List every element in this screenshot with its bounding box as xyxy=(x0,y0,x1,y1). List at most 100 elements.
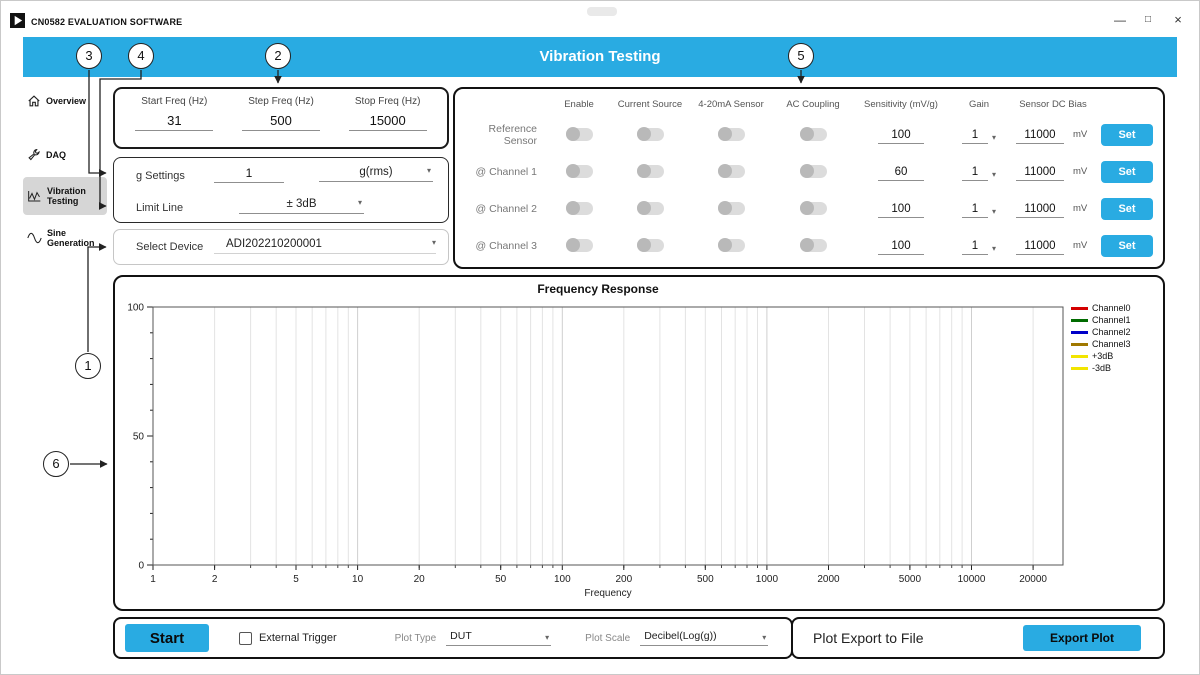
4-20ma-sensor-toggle[interactable] xyxy=(717,127,745,142)
step-freq-label: Step Freq (Hz) xyxy=(248,96,314,107)
select-device-panel: Select Device ADI202210200001 ▾ xyxy=(113,229,449,265)
plot-export-title: Plot Export to File xyxy=(813,630,924,646)
svg-text:10: 10 xyxy=(352,574,364,585)
set-button[interactable]: Set xyxy=(1101,197,1153,220)
legend-item: +3dB xyxy=(1071,351,1157,361)
adi-logo-icon xyxy=(10,13,25,28)
plot-scale-select[interactable]: Decibel(Log(g)) ▾ xyxy=(640,630,769,646)
select-device-label: Select Device xyxy=(136,241,204,253)
chevron-down-icon: ▾ xyxy=(991,244,996,253)
sidebar-item-vibration-testing[interactable]: Vibration Testing xyxy=(23,177,107,215)
col-header-4-20ma-sensor: 4-20mA Sensor xyxy=(698,98,764,110)
4-20ma-sensor-toggle[interactable] xyxy=(717,164,745,179)
set-button[interactable]: Set xyxy=(1101,160,1153,183)
sensitivity-input[interactable] xyxy=(878,240,924,255)
svg-text:1000: 1000 xyxy=(756,574,779,585)
close-button[interactable]: × xyxy=(1174,12,1182,27)
external-trigger-checkbox[interactable] xyxy=(239,631,252,645)
dc-bias-input[interactable] xyxy=(1016,129,1064,144)
ac-coupling-toggle[interactable] xyxy=(799,164,827,179)
start-button[interactable]: Start xyxy=(125,624,209,652)
limit-line-label: Limit Line xyxy=(136,202,184,214)
minimize-button[interactable]: — xyxy=(1114,13,1126,27)
gain-value: 1 xyxy=(961,203,988,218)
window-drag-notch xyxy=(587,7,617,16)
maximize-button[interactable]: □ xyxy=(1144,14,1152,25)
current-source-toggle[interactable] xyxy=(636,127,664,142)
start-freq-input[interactable] xyxy=(135,113,214,131)
enable-toggle[interactable] xyxy=(565,164,593,179)
set-button[interactable]: Set xyxy=(1101,123,1153,146)
sidebar-item-label: Sine Generation xyxy=(47,227,95,248)
limit-line-select[interactable]: ± 3dB ▾ xyxy=(239,198,364,214)
plot-type-label: Plot Type xyxy=(394,632,437,644)
plot-type-select[interactable]: DUT ▾ xyxy=(446,630,552,646)
sensitivity-input[interactable] xyxy=(878,129,924,144)
col-header-enable: Enable xyxy=(564,98,594,110)
current-source-toggle[interactable] xyxy=(636,201,664,216)
mv-unit-label: mV xyxy=(1073,129,1088,140)
sidebar-item-sine-generation[interactable]: Sine Generation xyxy=(23,221,107,255)
col-header-sensitivity: Sensitivity (mV/g) xyxy=(864,98,938,110)
chevron-down-icon: ▾ xyxy=(545,633,550,642)
channel-settings-panel: Enable Current Source 4-20mA Sensor AC C… xyxy=(453,87,1165,269)
external-trigger-label: External Trigger xyxy=(259,632,337,644)
g-unit-select[interactable]: g(rms) ▾ xyxy=(319,166,433,182)
gain-select[interactable]: 1 ▾ xyxy=(961,166,996,181)
stop-freq-field: Stop Freq (Hz) xyxy=(334,96,441,141)
frequency-response-plot: 1 2 5 10 20 50 100 200 500 1000 2000 5000 10000 20000… xyxy=(127,303,1064,599)
gain-value: 1 xyxy=(961,129,988,144)
ac-coupling-toggle[interactable] xyxy=(799,127,827,142)
device-select[interactable]: ADI202210200001 ▾ xyxy=(214,238,436,254)
ac-coupling-toggle[interactable] xyxy=(799,201,827,216)
sidebar-item-daq[interactable]: DAQ xyxy=(23,145,107,165)
chevron-down-icon: ▾ xyxy=(991,133,996,142)
title-bar: CN0582 EVALUATION SOFTWARE — □ × xyxy=(1,1,1199,37)
col-header-current-source: Current Source xyxy=(617,98,683,110)
step-freq-input[interactable] xyxy=(242,113,320,131)
svg-text:1: 1 xyxy=(150,574,156,585)
4-20ma-sensor-toggle[interactable] xyxy=(717,238,745,253)
g-settings-panel: g Settings g(rms) ▾ Limit Line ± 3dB ▾ xyxy=(113,157,449,223)
set-button[interactable]: Set xyxy=(1101,234,1153,257)
g-unit-value: g(rms) xyxy=(359,166,393,178)
enable-toggle[interactable] xyxy=(565,201,593,216)
chevron-down-icon: ▾ xyxy=(991,207,996,216)
gain-select[interactable]: 1 ▾ xyxy=(961,240,996,255)
current-source-toggle[interactable] xyxy=(636,238,664,253)
frequency-response-panel: Frequency Response 1 2 5 10 20 50 100 200 500 100… xyxy=(113,275,1165,611)
plot-type-value: DUT xyxy=(450,630,472,642)
current-source-toggle[interactable] xyxy=(636,164,664,179)
sensitivity-input[interactable] xyxy=(878,203,924,218)
dc-bias-input[interactable] xyxy=(1016,203,1064,218)
gain-select[interactable]: 1 ▾ xyxy=(961,203,996,218)
chart-legend: Channel0 Channel1 Channel2 Channel3 +3dB -3dB xyxy=(1071,303,1157,375)
run-controls-bar: Start External Trigger Plot Type DUT ▾ P… xyxy=(113,617,793,659)
dc-bias-input[interactable] xyxy=(1016,166,1064,181)
sidebar-item-label: Overview xyxy=(46,95,87,106)
mv-unit-label: mV xyxy=(1073,166,1088,177)
waveform-chart-icon xyxy=(27,189,42,203)
4-20ma-sensor-toggle[interactable] xyxy=(717,201,745,216)
svg-text:Frequency: Frequency xyxy=(584,588,631,599)
sensitivity-input[interactable] xyxy=(878,166,924,181)
chevron-down-icon: ▾ xyxy=(426,166,431,175)
enable-toggle[interactable] xyxy=(565,238,593,253)
dc-bias-input[interactable] xyxy=(1016,240,1064,255)
gain-select[interactable]: 1 ▾ xyxy=(961,129,996,144)
sidebar-item-overview[interactable]: Overview xyxy=(23,91,107,111)
legend-item: Channel0 xyxy=(1071,303,1157,313)
channel-row-label: Reference Sensor xyxy=(488,122,537,147)
g-settings-input[interactable] xyxy=(214,166,284,183)
channel-row-label: @ Channel 3 xyxy=(475,239,537,252)
ac-coupling-toggle[interactable] xyxy=(799,238,827,253)
export-plot-button[interactable]: Export Plot xyxy=(1023,625,1141,651)
svg-text:2000: 2000 xyxy=(817,574,840,585)
step-freq-field: Step Freq (Hz) xyxy=(228,96,335,141)
stop-freq-input[interactable] xyxy=(348,113,427,131)
mv-unit-label: mV xyxy=(1073,240,1088,251)
svg-text:500: 500 xyxy=(697,574,714,585)
gain-value: 1 xyxy=(961,166,988,181)
home-icon xyxy=(27,94,41,108)
enable-toggle[interactable] xyxy=(565,127,593,142)
